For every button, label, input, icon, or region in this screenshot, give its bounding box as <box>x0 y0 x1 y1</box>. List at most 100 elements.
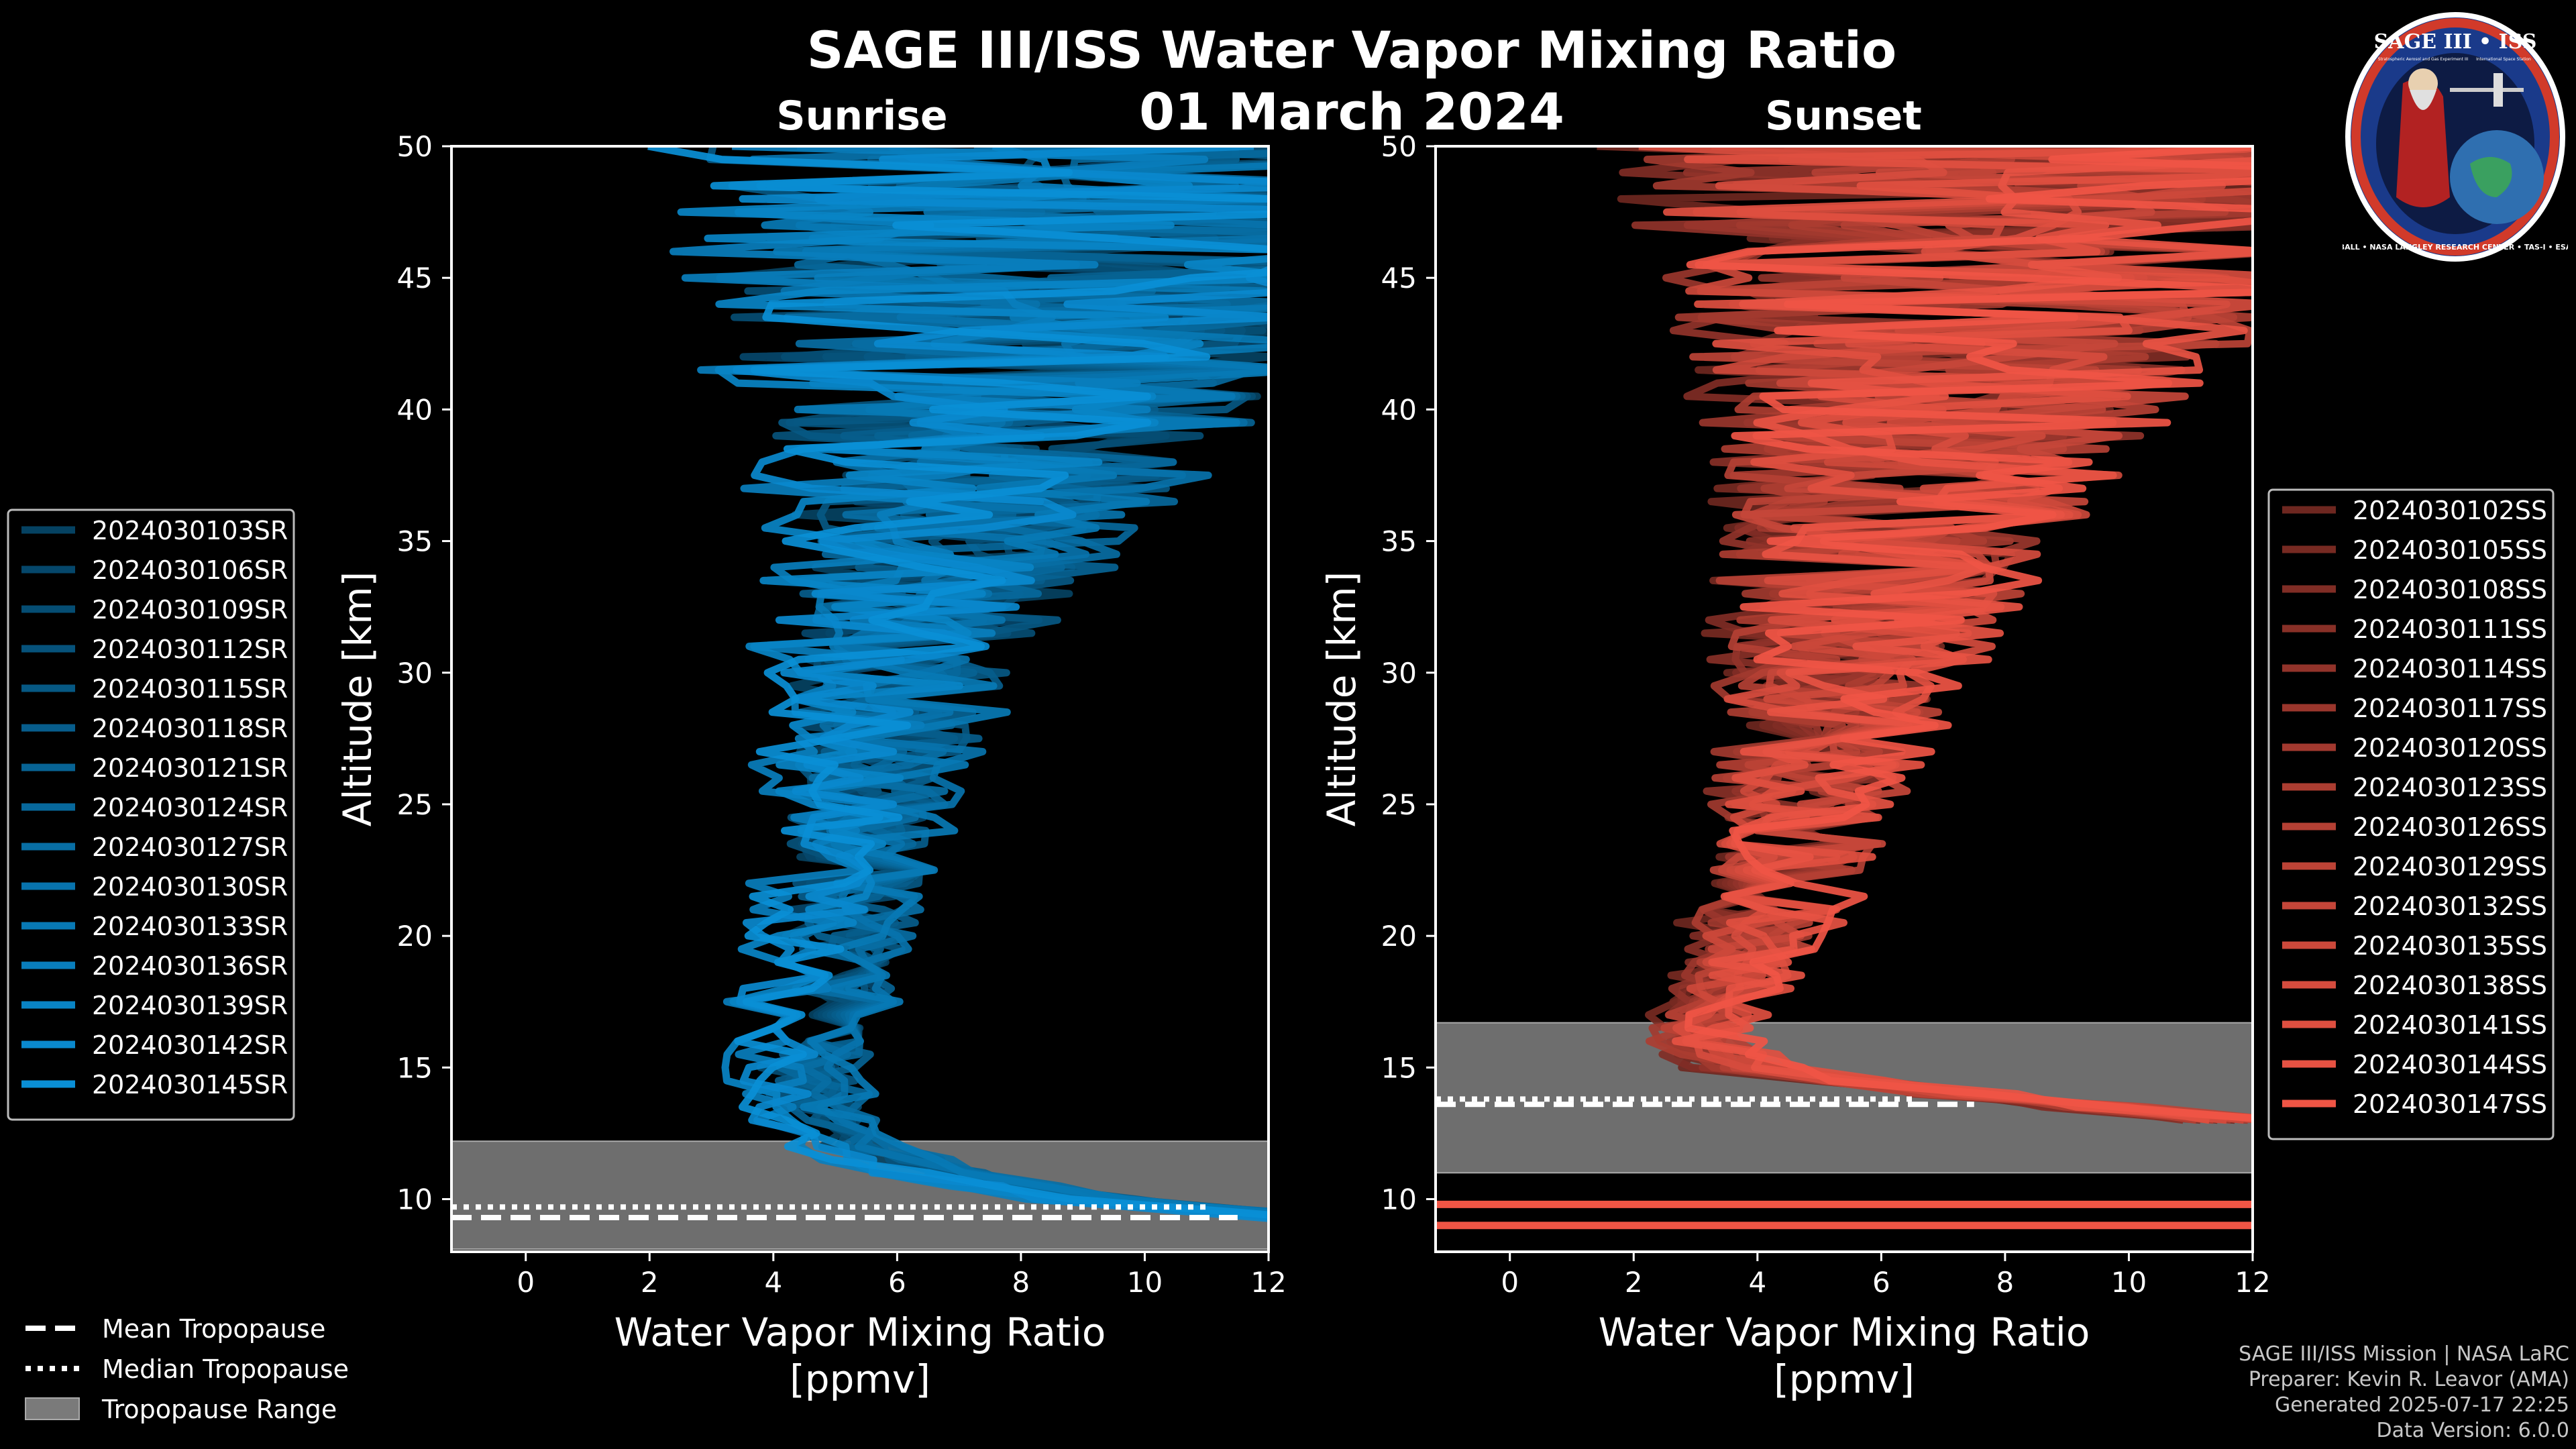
legend-entry-label: 2024030130SR <box>92 872 288 902</box>
sage-mission-logo: SAGE III • ISS Stratospheric Aerosol and… <box>2343 12 2568 262</box>
x-axis-label: Water Vapor Mixing Ratio <box>614 1309 1106 1355</box>
y-tick-label: 30 <box>397 657 433 690</box>
legend-sunrise: 2024030103SR 2024030106SR 2024030109SR 2024… <box>7 508 295 1121</box>
profiles-group <box>647 146 1269 1222</box>
legend-entry-label: 2024030108SS <box>2353 575 2547 604</box>
x-tick-label: 10 <box>2111 1266 2147 1299</box>
x-tick-label: 2 <box>1625 1266 1643 1299</box>
tropopause-legend: Mean Tropopause Median Tropopause Tropopau… <box>25 1314 349 1424</box>
legend-entry-label: 2024030135SS <box>2353 931 2547 961</box>
plot-frame <box>450 145 1270 1253</box>
y-axis-label: Altitude [km] <box>335 572 380 826</box>
x-tick-label: 8 <box>1012 1266 1030 1299</box>
footer-line: Generated 2025-07-17 22:25 <box>2274 1393 2569 1417</box>
tropopause-legend-label: Mean Tropopause <box>102 1314 325 1344</box>
legend-entry-label: 2024030133SR <box>92 912 288 941</box>
legend-entry-label: 2024030111SS <box>2353 614 2547 644</box>
legend-entry-label: 2024030118SR <box>92 714 288 743</box>
x-tick-label: 0 <box>1501 1266 1519 1299</box>
legend-entry-label: 2024030139SR <box>92 991 288 1020</box>
legend-entry-label: 2024030127SR <box>92 833 288 862</box>
logo-subtitle-2: International Space Station <box>2476 57 2531 62</box>
y-tick-label: 45 <box>1381 262 1417 294</box>
logo-subtitle: Stratospheric Aerosol and Gas Experiment… <box>2378 57 2469 62</box>
y-tick-label: 25 <box>1381 788 1417 821</box>
legend-entry-label: 2024030120SS <box>2353 733 2547 763</box>
x-tick-label: 2 <box>641 1266 659 1299</box>
y-tick-label: 15 <box>1381 1051 1417 1084</box>
chart-panel-sunset: 0 2 4 6 8 10 12 10 15 20 25 30 35 40 45 50 Water Vapor M… <box>1319 93 2555 1402</box>
legend-entry-label: 2024030102SS <box>2353 496 2547 525</box>
legend-entry-label: 2024030141SS <box>2353 1010 2547 1040</box>
legend-entry-label: 2024030126SS <box>2353 812 2547 842</box>
legend-entry-label: 2024030115SR <box>92 674 288 704</box>
legend-entry-label: 2024030112SR <box>92 635 288 664</box>
legend-entry-label: 2024030109SR <box>92 595 288 625</box>
panel-title-sunrise: Sunrise <box>776 93 947 140</box>
legend-entry-label: 2024030124SR <box>92 793 288 822</box>
legend-entry-label: 2024030117SS <box>2353 694 2547 723</box>
y-tick-label: 30 <box>1381 657 1417 690</box>
legend-entry-label: 2024030121SR <box>92 753 288 783</box>
chart-panel-sunrise: 0 2 4 6 8 10 12 10 15 20 25 30 35 40 45 50 Water Vapor M… <box>7 93 1287 1402</box>
legend-entry-label: 2024030147SS <box>2353 1089 2547 1119</box>
y-tick-label: 50 <box>397 130 433 163</box>
x-tick-label: 12 <box>1250 1266 1286 1299</box>
logo-title: SAGE III • ISS <box>2374 30 2537 54</box>
footer-line: Preparer: Kevin R. Leavor (AMA) <box>2248 1368 2569 1391</box>
y-tick-label: 35 <box>1381 525 1417 558</box>
legend-frame <box>7 508 295 1121</box>
legend-range-swatch <box>25 1397 80 1420</box>
x-axis-label-units: [ppmv] <box>790 1356 930 1402</box>
y-tick-label: 20 <box>397 920 433 953</box>
y-tick-label: 15 <box>397 1051 433 1084</box>
logo-ring-text: BALL • NASA LANGLEY RESEARCH CENTER • TA… <box>2343 243 2568 252</box>
y-tick-label: 50 <box>1381 130 1417 163</box>
legend-entry-label: 2024030129SS <box>2353 852 2547 881</box>
profiles-group <box>1436 146 2253 1230</box>
y-tick-label: 25 <box>397 788 433 821</box>
legend-entry-label: 2024030105SS <box>2353 535 2547 565</box>
figure-title: SAGE III/ISS Water Vapor Mixing Ratio <box>806 20 1897 80</box>
y-tick-label: 35 <box>397 525 433 558</box>
x-tick-label: 12 <box>2235 1266 2270 1299</box>
x-tick-label: 8 <box>1996 1266 2015 1299</box>
legend-frame <box>2267 488 2555 1140</box>
y-tick-label: 10 <box>1381 1183 1417 1216</box>
footer-line: Data Version: 6.0.0 <box>2376 1419 2569 1442</box>
legend-entry-label: 2024030103SR <box>92 516 288 545</box>
x-tick-label: 10 <box>1127 1266 1163 1299</box>
legend-entry-label: 2024030106SR <box>92 555 288 585</box>
legend-entry-label: 2024030114SS <box>2353 654 2547 684</box>
plot-frame <box>1434 145 2254 1253</box>
legend-entry-label: 2024030138SS <box>2353 971 2547 1000</box>
footer-credits: SAGE III/ISS Mission | NASA LaRC Prepare… <box>2239 1342 2569 1444</box>
y-axis-label: Altitude [km] <box>1319 572 1364 826</box>
profile-line <box>761 162 1269 1217</box>
tropopause-legend-label: Median Tropopause <box>102 1354 349 1384</box>
x-tick-label: 4 <box>764 1266 782 1299</box>
x-axis-label: Water Vapor Mixing Ratio <box>1599 1309 2090 1355</box>
y-tick-label: 10 <box>397 1183 433 1216</box>
legend-entry-label: 2024030142SR <box>92 1030 288 1060</box>
figure-date: 01 March 2024 <box>1139 82 1564 142</box>
legend-sunset: 2024030102SS 2024030105SS 2024030108SS 2024… <box>2267 488 2555 1140</box>
y-tick-label: 20 <box>1381 920 1417 953</box>
legend-entry-label: 2024030145SR <box>92 1070 288 1099</box>
y-tick-label: 40 <box>1381 393 1417 426</box>
profile-line <box>647 146 1269 1219</box>
x-tick-label: 4 <box>1748 1266 1766 1299</box>
x-axis-label-units: [ppmv] <box>1774 1356 1915 1402</box>
legend-entry-label: 2024030132SS <box>2353 892 2547 921</box>
legend-entry-label: 2024030123SS <box>2353 773 2547 802</box>
x-tick-label: 6 <box>888 1266 906 1299</box>
profile-line <box>1684 146 2253 1122</box>
tropopause-legend-label: Tropopause Range <box>101 1395 337 1424</box>
panel-title-sunset: Sunset <box>1765 93 1922 140</box>
y-tick-label: 40 <box>397 393 433 426</box>
footer-line: SAGE III/ISS Mission | NASA LaRC <box>2239 1342 2569 1366</box>
legend-entry-label: 2024030136SR <box>92 951 288 981</box>
x-tick-label: 0 <box>517 1266 535 1299</box>
legend-entry-label: 2024030144SS <box>2353 1050 2547 1079</box>
